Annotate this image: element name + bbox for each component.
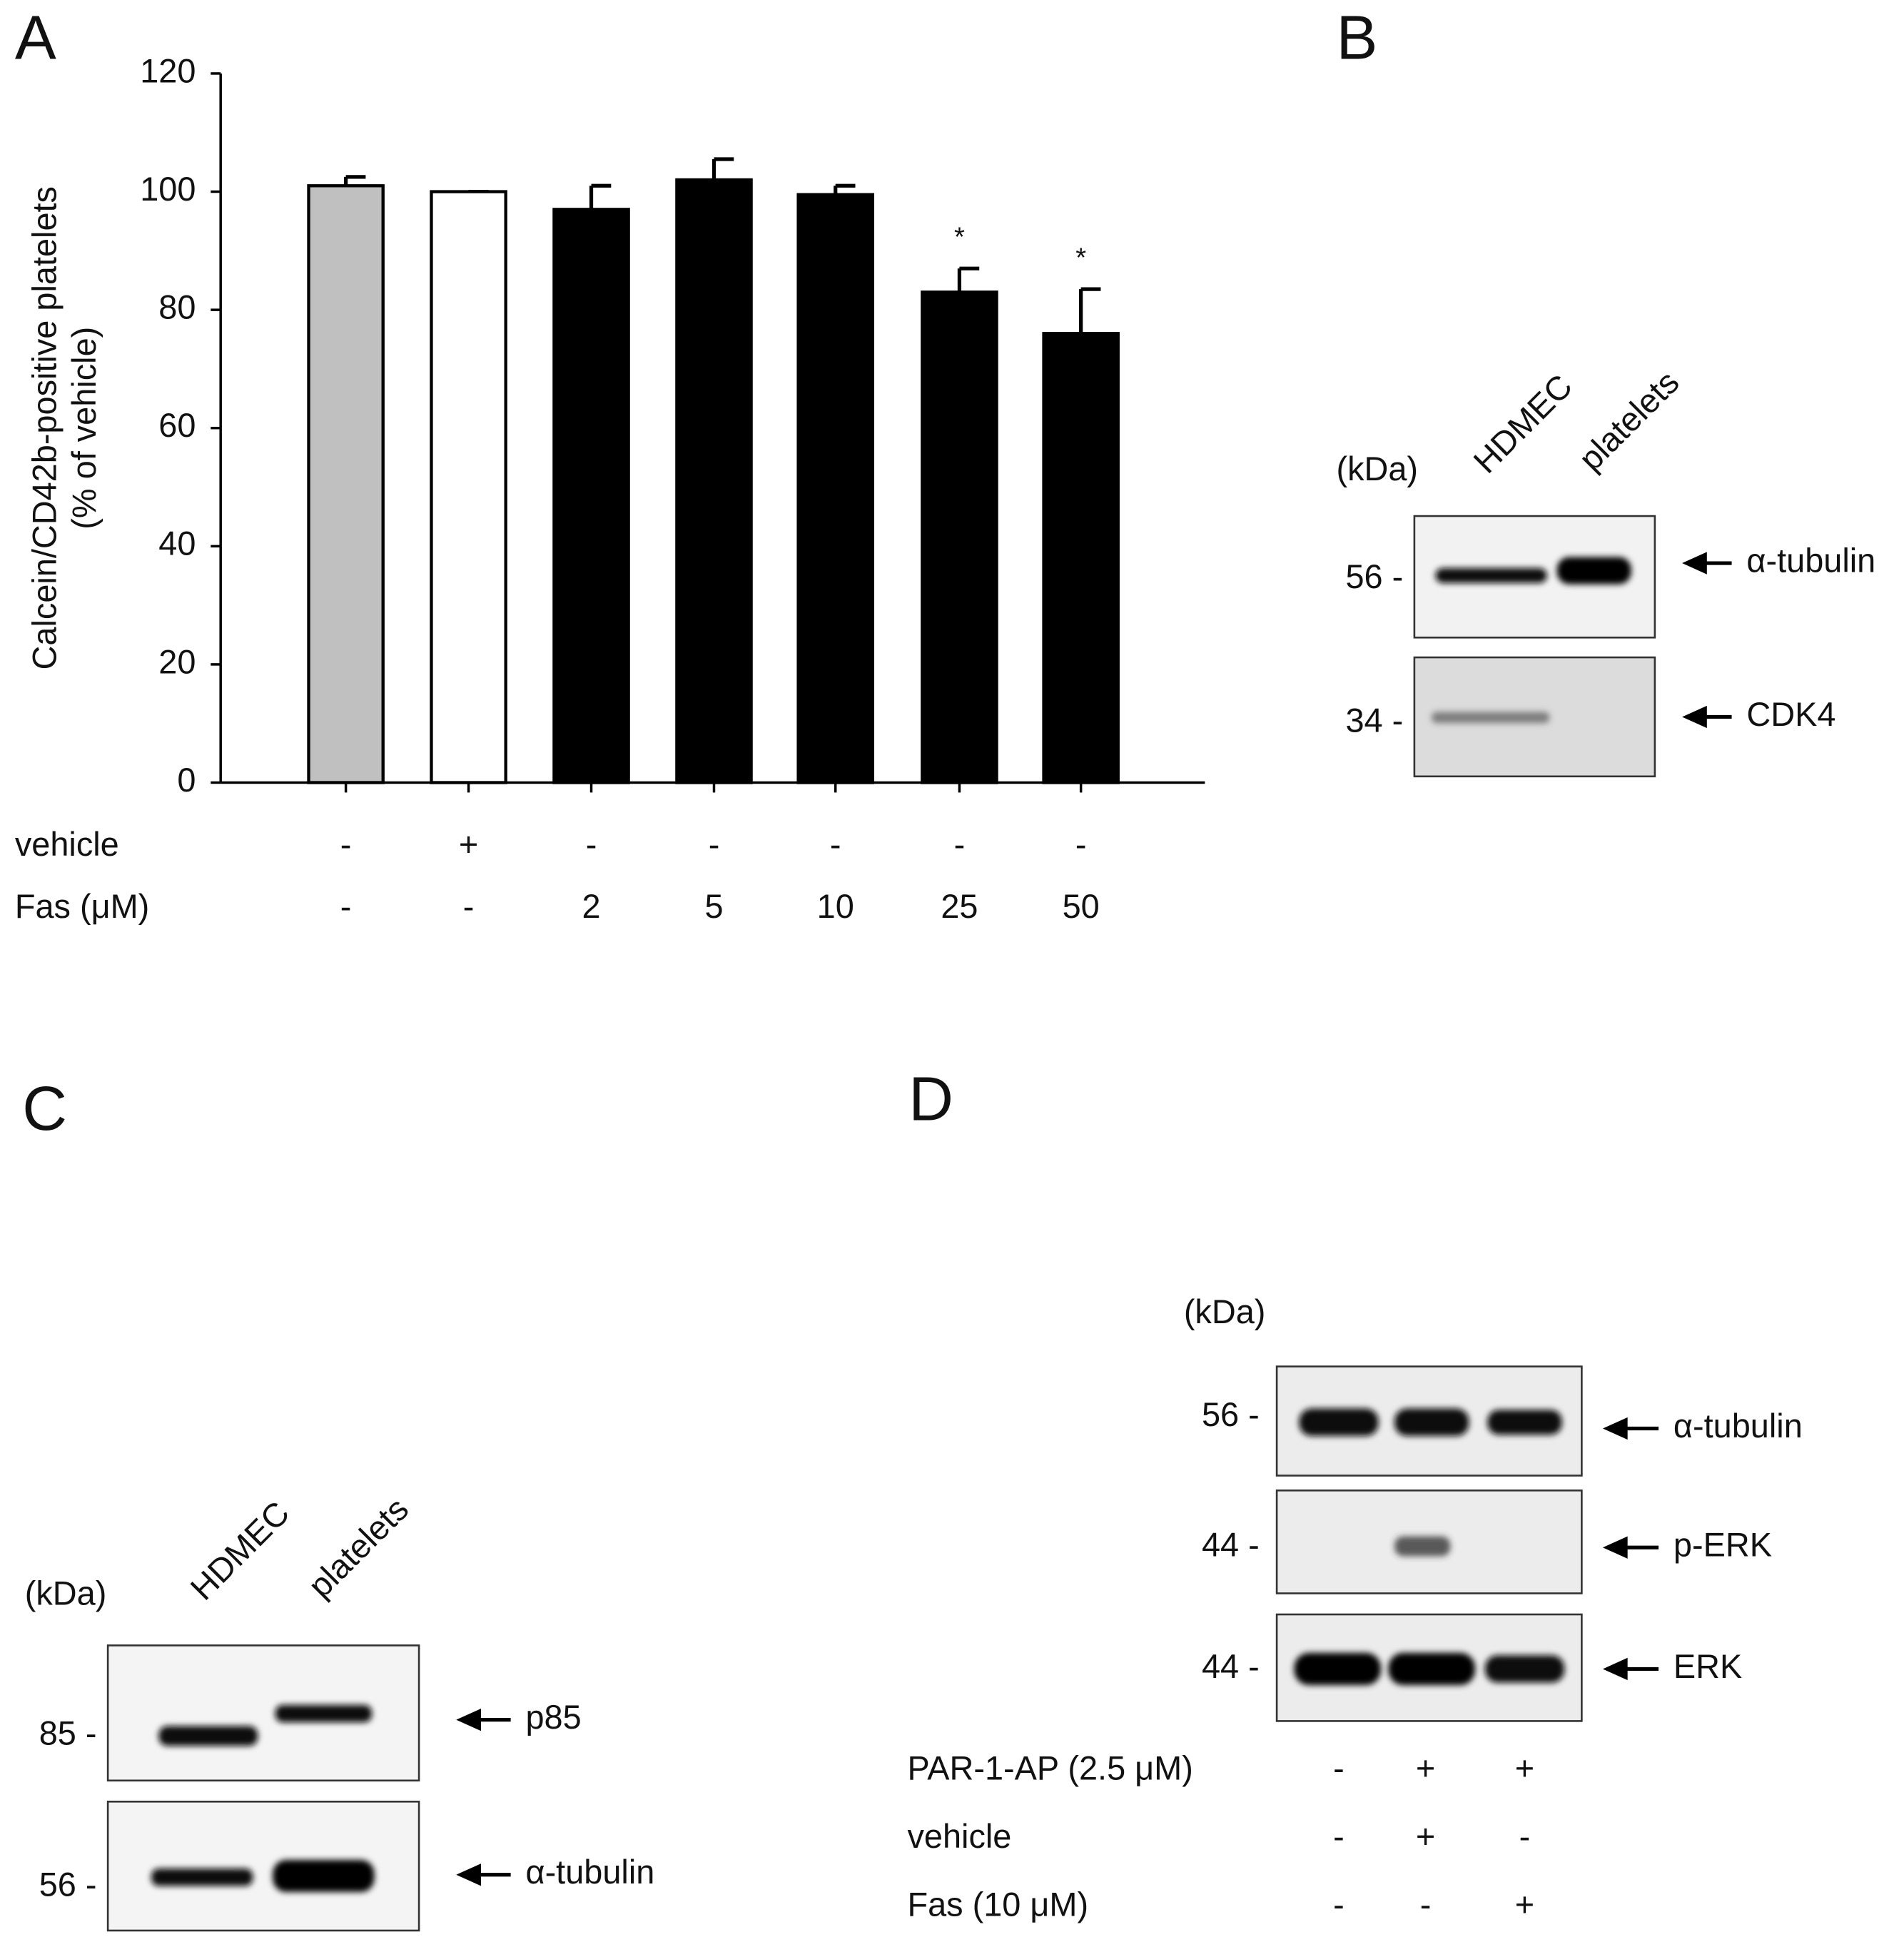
bar [307,184,385,784]
y-tick-label: 60 [158,407,196,444]
condition-cell: + [1515,1749,1534,1786]
row-cell: - [340,888,352,925]
y-axis-label: (% of vehicle) [66,327,103,530]
row-cell: + [459,826,478,863]
condition-cell: - [1420,1886,1432,1923]
condition-cell: - [1333,1818,1345,1855]
row-cell: - [586,826,597,863]
condition-cell: + [1515,1886,1534,1923]
kda-marker: 44 - [1202,1648,1260,1685]
unit-label: (kDa) [1184,1293,1266,1330]
bar [552,208,630,784]
y-tick-label: 80 [158,289,196,326]
band [1484,1655,1565,1683]
lane-label: HDMEC [1467,368,1579,480]
lane-label: platelets [1571,363,1686,477]
row-cell: - [830,826,841,863]
y-tick-label: 100 [140,171,196,208]
row-cell: - [954,826,966,863]
condition-label: Fas (10 μM) [907,1886,1088,1923]
unit-label: (kDa) [25,1574,107,1612]
condition-cell: - [1333,1749,1345,1786]
kda-marker: 56 - [1202,1396,1260,1433]
band [1388,1652,1476,1686]
band [1435,568,1547,583]
condition-cell: + [1416,1749,1435,1786]
band [273,1859,375,1893]
bands [151,557,1631,1893]
kda-marker: 44 - [1202,1527,1260,1564]
band [275,1704,373,1723]
band [151,1868,253,1886]
bar [430,190,507,784]
row-cell: 25 [941,888,978,925]
bar [675,178,753,784]
y-tick-label: 40 [158,525,196,562]
y-tick-label: 120 [140,52,196,89]
y-tick-label: 20 [158,643,196,680]
lane-label: platelets [301,1490,415,1604]
y-tick-label: 0 [177,762,196,799]
band [1556,557,1631,585]
blot-box [106,1800,420,1932]
condition-label: PAR-1-AP (2.5 μM) [907,1749,1192,1786]
protein-label: ERK [1673,1648,1742,1685]
protein-label: p85 [525,1699,581,1736]
y-axis-label: Calcein/CD42b-positive platelets [26,186,63,669]
bar [921,290,998,784]
row-cell: - [463,888,475,925]
kda-marker: 34 - [1345,702,1403,739]
band [1294,1652,1381,1686]
bar [1042,332,1120,784]
band [1299,1408,1379,1436]
band [1487,1410,1562,1435]
blot-box [106,1644,420,1782]
condition-label: vehicle [907,1818,1011,1855]
lane-label: HDMEC [183,1494,296,1607]
protein-label: α-tubulin [1746,542,1875,579]
panel-letter: B [1336,3,1377,72]
arrow-head [1602,1417,1628,1440]
band [1394,1408,1469,1436]
row-cell: 10 [817,888,854,925]
condition-cell: + [1416,1818,1435,1855]
row-cell: 2 [582,888,601,925]
protein-label: α-tubulin [1673,1407,1803,1445]
bar [796,193,875,784]
panel-letter: C [22,1074,67,1143]
kda-marker: 56 - [1345,558,1403,595]
arrow-head [456,1709,481,1731]
protein-label: α-tubulin [525,1854,654,1891]
protein-label: CDK4 [1746,696,1835,733]
band [1432,712,1550,724]
band [1394,1536,1451,1557]
kda-marker: 56 - [39,1866,97,1903]
condition-cell: - [1333,1886,1345,1923]
row-label: Fas (μM) [15,888,149,925]
condition-cell: - [1519,1818,1531,1855]
row-cell: - [1075,826,1087,863]
row-cell: - [340,826,352,863]
protein-label: p-ERK [1673,1527,1772,1564]
arrow-head [1602,1536,1628,1559]
arrow-head [1682,705,1707,729]
row-cell: 50 [1063,888,1100,925]
row-cell: 5 [704,888,723,925]
row-cell: - [709,826,720,863]
row-label: vehicle [15,826,119,863]
kda-marker: 85 - [39,1715,97,1752]
band [158,1726,258,1746]
significance-label: * [1075,243,1086,273]
arrow-head [1682,552,1707,575]
panel-letter: D [908,1064,953,1133]
unit-label: (kDa) [1336,450,1418,487]
significance-label: * [954,222,965,253]
arrow-head [1602,1657,1628,1681]
arrow-head [456,1863,481,1886]
panel-letter: A [15,3,56,72]
